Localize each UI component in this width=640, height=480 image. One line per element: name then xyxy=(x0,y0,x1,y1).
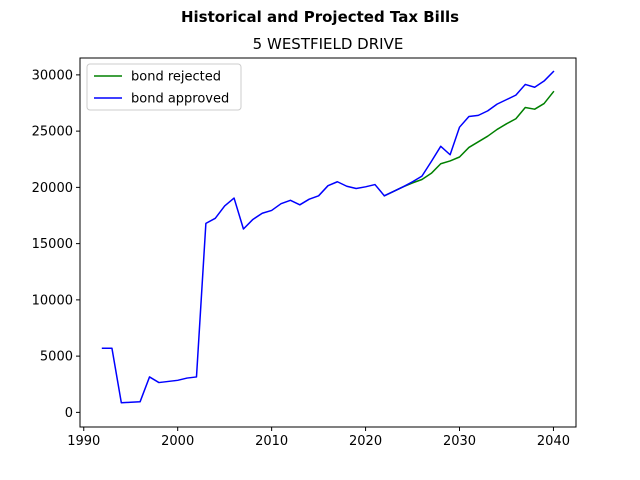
y-tick-label: 5000 xyxy=(40,350,73,365)
legend-box xyxy=(86,63,242,111)
series-line-1 xyxy=(383,90,555,197)
series-line-2 xyxy=(101,70,555,404)
plot-area: 1990 2000 2010 2020 2030 2040 0 5000 10000 15000… xyxy=(32,57,577,449)
y-axis: 0 5000 10000 15000 20000 25000 30000 xyxy=(32,68,80,421)
legend-label-1: bond rejected xyxy=(131,70,221,85)
axes-frame xyxy=(79,57,577,428)
y-tick-label: 10000 xyxy=(32,293,73,308)
y-tick-label: 0 xyxy=(65,406,73,421)
x-tick-label: 2000 xyxy=(161,434,194,449)
x-tick-label: 2040 xyxy=(537,434,570,449)
x-tick-label: 1990 xyxy=(67,434,100,449)
y-tick-label: 25000 xyxy=(32,125,73,140)
x-tick-label: 2030 xyxy=(443,434,476,449)
x-tick-label: 2010 xyxy=(255,434,288,449)
chart-suptitle: Historical and Projected Tax Bills xyxy=(181,8,459,26)
x-tick-label: 2020 xyxy=(349,434,382,449)
y-tick-label: 30000 xyxy=(32,68,73,83)
legend-label-2: bond approved xyxy=(131,92,229,107)
legend: bond rejected bond approved xyxy=(86,63,242,111)
y-tick-label: 15000 xyxy=(32,237,73,252)
chart-title: 5 WESTFIELD DRIVE xyxy=(253,35,404,53)
x-axis: 1990 2000 2010 2020 2030 2040 xyxy=(67,427,570,449)
series-lines xyxy=(101,70,555,404)
y-tick-label: 20000 xyxy=(32,181,73,196)
